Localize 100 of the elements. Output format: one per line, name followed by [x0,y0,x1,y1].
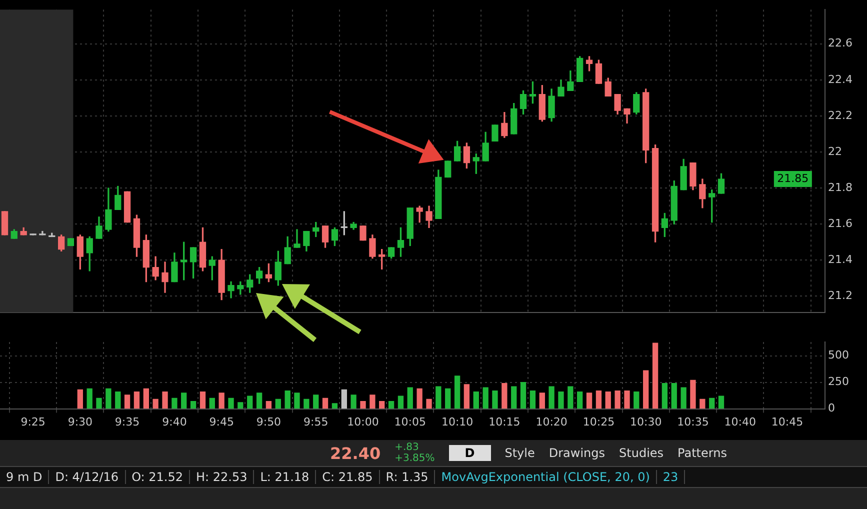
bar [238,402,244,409]
text: +3.85% [394,453,435,464]
bar [530,390,536,409]
bar [209,398,215,409]
bar [634,392,640,409]
bar [190,401,196,409]
bar [294,392,300,409]
bar [350,394,356,409]
y-tick-label: 22.2 [828,108,852,122]
y-tick-label: 22.4 [828,72,852,86]
y-tick-label: 21.6 [828,216,852,230]
x-tick-label: 10:30 [630,415,662,428]
bar [445,388,451,409]
bar [341,389,347,409]
bar [134,392,140,409]
bar [709,398,715,409]
x-tick-label: 10:10 [441,415,474,428]
bar [652,342,658,409]
bar [643,370,649,409]
bar [568,386,574,409]
text: L: 21.18 [254,470,316,484]
annotation: 21.85 [777,172,809,185]
x-tick-label: 10:15 [488,415,520,428]
candlestick [294,229,300,248]
bar [172,398,178,409]
text: D [448,445,491,461]
x-tick-label: 9:55 [304,415,328,428]
bar [662,383,668,409]
bar [558,392,564,409]
bar [596,390,602,409]
bar [492,390,498,409]
bar [266,401,272,409]
bar [77,389,83,409]
bar [426,398,432,409]
bar [304,398,310,409]
text: Studies [619,446,664,460]
y-tick-label: 250 [828,375,849,388]
bar [502,383,508,409]
x-tick-label: 10:25 [582,415,615,428]
bar [548,386,554,409]
bar [106,388,112,409]
text: MovAvgExponential (CLOSE, 20, 0) [435,470,657,484]
y-tick-label: 0 [828,402,835,415]
bar [247,396,253,409]
bar [200,392,206,409]
bar [256,392,262,409]
bar [436,386,442,409]
bar [520,382,526,409]
bar [398,396,404,409]
text: C: 21.85 [316,470,380,484]
bar [690,380,696,409]
text: +.83 [394,442,420,453]
x-tick-label: 9:45 [209,415,234,428]
bar [181,392,187,409]
y-tick-label: 21.4 [828,252,852,266]
x-tick-label: 10:40 [724,415,756,428]
x-tick-label: 10:20 [536,415,568,428]
bar [416,388,422,409]
y-tick-label: 21.8 [828,180,852,194]
text: Style [504,446,535,460]
text: R: 1.35 [380,470,436,484]
x-tick-label: 9:40 [162,415,187,428]
bar [152,398,158,409]
x-tick-label: 9:50 [256,415,282,428]
y-tick-label: 500 [828,348,849,362]
bar [218,392,224,409]
bar [370,394,376,409]
text: D: 4/12/16 [49,470,126,484]
bar [454,376,460,409]
text: 9 m D [0,470,50,484]
text: 23 [656,470,686,484]
bar [577,392,583,409]
text: O: 21.52 [126,470,190,484]
x-tick-label: 9:35 [114,415,140,428]
y-tick-label: 21.2 [828,289,852,302]
bar [162,392,168,409]
bar [360,401,366,409]
bar [86,388,92,409]
bar [473,392,479,409]
x-tick-label: 9:30 [68,415,93,428]
x-tick-label: 10:45 [771,415,804,428]
y-tick-label: 22 [828,144,842,158]
bar [322,398,328,409]
bar [700,398,706,409]
bar [586,392,592,409]
bar [115,392,121,409]
x-tick-label: 10:00 [347,415,379,428]
x-tick-label: 10:05 [394,415,426,428]
bar [680,387,686,409]
bar [605,392,611,409]
bar [718,396,724,409]
text: 22.40 [330,444,381,462]
bar [464,384,470,409]
bar [379,401,385,409]
text: Patterns [678,446,727,460]
text: Drawings [548,446,606,460]
x-tick-label: 9:25 [20,415,46,428]
text: H: 22.53 [190,470,254,484]
y-tick-label: 22.6 [828,36,852,50]
bar [407,387,413,409]
